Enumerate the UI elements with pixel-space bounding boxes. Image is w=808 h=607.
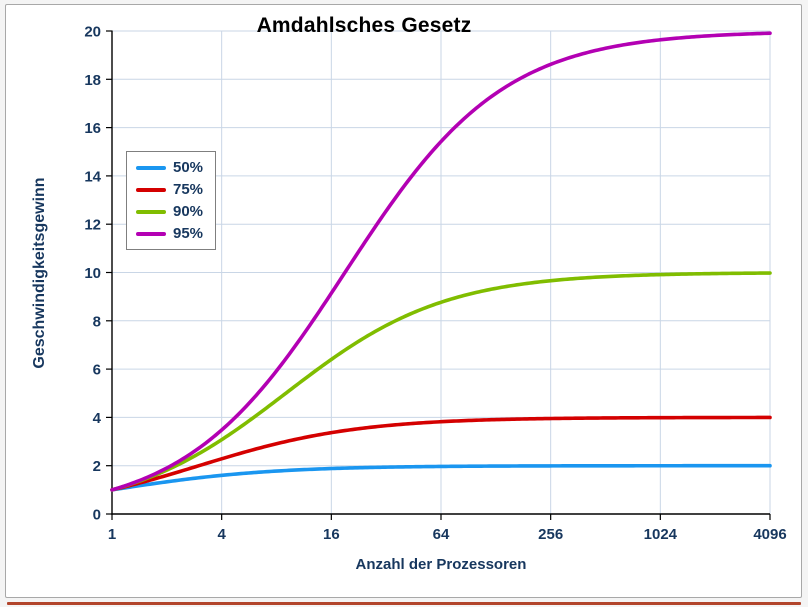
- y-axis-title: Geschwindigkeitsgewinn: [31, 177, 48, 369]
- legend-label: 90%: [173, 203, 204, 220]
- legend-line-swatch: [136, 187, 166, 192]
- legend-line-swatch: [136, 165, 166, 170]
- svg-text:4096: 4096: [753, 526, 786, 543]
- legend-entry: 50%: [136, 159, 203, 176]
- chart-frame: 1 4 16 64 256 1024 4096 0 2 4 6 8 10 12 14 16 18 20 Amdah…: [5, 4, 802, 598]
- svg-text:16: 16: [84, 120, 101, 137]
- svg-text:18: 18: [84, 72, 101, 89]
- chart-title: Amdahlsches Gesetz: [256, 14, 472, 37]
- svg-text:1: 1: [108, 526, 116, 543]
- legend-label: 75%: [173, 181, 204, 198]
- svg-text:256: 256: [538, 526, 563, 543]
- svg-text:8: 8: [93, 313, 101, 330]
- legend-line-swatch: [136, 209, 166, 214]
- svg-text:64: 64: [433, 526, 450, 543]
- svg-text:4: 4: [217, 526, 226, 543]
- legend-entry: 95%: [136, 225, 203, 242]
- legend: 50% 75% 90% 95%: [126, 151, 217, 250]
- svg-text:4: 4: [93, 410, 102, 427]
- legend-label: 95%: [173, 225, 204, 242]
- legend-line-swatch: [136, 231, 166, 236]
- bottom-accent-line: [7, 602, 801, 605]
- svg-text:14: 14: [84, 168, 101, 185]
- legend-entry: 90%: [136, 203, 203, 220]
- svg-text:0: 0: [93, 507, 101, 524]
- svg-text:16: 16: [323, 526, 340, 543]
- svg-text:1024: 1024: [644, 526, 678, 543]
- legend-label: 50%: [173, 159, 204, 176]
- legend-entry: 75%: [136, 181, 203, 198]
- svg-text:12: 12: [84, 217, 101, 234]
- svg-text:20: 20: [84, 24, 101, 41]
- svg-text:10: 10: [84, 265, 101, 282]
- svg-text:6: 6: [93, 362, 101, 379]
- x-axis-title: Anzahl der Prozessoren: [355, 556, 527, 573]
- svg-text:2: 2: [93, 458, 101, 475]
